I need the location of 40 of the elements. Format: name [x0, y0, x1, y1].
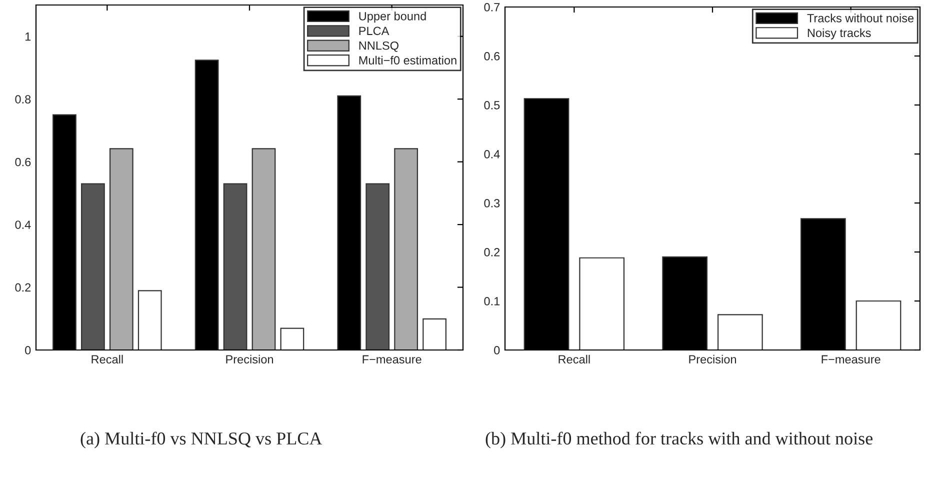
bar [80, 183, 105, 350]
y-tick-label: 0.5 [484, 101, 500, 110]
y-tick-label: 0.7 [484, 3, 500, 12]
x-tick-label: Recall [92, 354, 123, 364]
legend-label: NNLSQ [359, 41, 398, 52]
y-tick-label: 0.6 [15, 158, 31, 166]
bar [366, 183, 390, 350]
y-tick-label: 0.4 [15, 220, 31, 229]
x-tick-label: Precision [226, 354, 274, 364]
y-tick-label: 0.2 [15, 283, 31, 292]
text: (b) Multi-f0 method for tracks with and without noise [486, 432, 872, 448]
y-tick-label: 0 [25, 346, 31, 354]
x-tick-label: F−measure [362, 355, 422, 364]
bar [422, 318, 446, 350]
y-tick-label: 0.2 [484, 248, 500, 256]
y-tick-label: 0.6 [484, 52, 500, 60]
y-tick-label: 0.3 [484, 199, 500, 208]
y-tick-label: 0.8 [15, 95, 31, 104]
x-tick-label: Recall [558, 354, 590, 364]
bar [394, 148, 418, 350]
bar [223, 183, 248, 350]
bar [252, 148, 276, 350]
bar [280, 328, 304, 350]
x-tick-label: F−measure [822, 355, 880, 364]
y-tick-label: 0.1 [484, 297, 500, 306]
text: (a) Multi-f0 vs NNLSQ vs PLCA [80, 432, 322, 448]
y-tick-label: 0.4 [484, 150, 500, 158]
bar [138, 290, 162, 350]
bar [717, 314, 763, 350]
bar [109, 148, 134, 350]
legend-label: Multi−f0 estimation [359, 56, 456, 65]
legend-label: Noisy tracks [808, 28, 871, 40]
bar [579, 257, 625, 350]
x-tick-label: Precision [689, 354, 736, 364]
legend-label: Upper bound [359, 12, 426, 23]
legend-label: Tracks without noise [807, 14, 914, 22]
bar [856, 300, 902, 350]
y-tick-label: 0 [494, 346, 500, 354]
y-tick-label: 1 [25, 32, 31, 41]
legend-label: PLCA [359, 26, 390, 36]
